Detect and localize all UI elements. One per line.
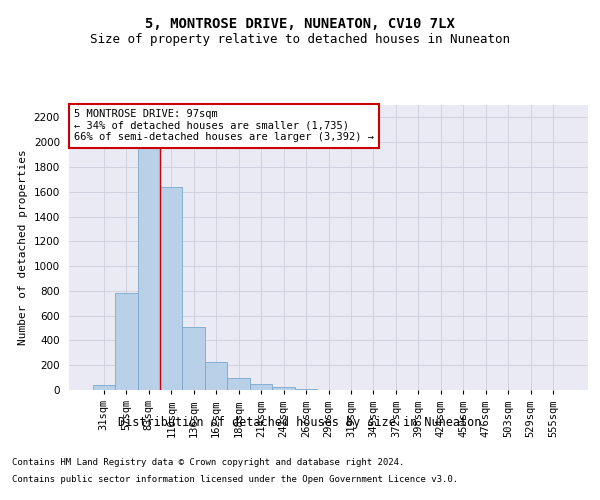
Bar — [182, 327, 205, 390]
Bar — [272, 387, 295, 390]
Bar — [205, 362, 227, 390]
Text: Distribution of detached houses by size in Nuneaton: Distribution of detached houses by size … — [118, 416, 482, 429]
Bar — [115, 294, 137, 390]
Text: Contains HM Land Registry data © Crown copyright and database right 2024.: Contains HM Land Registry data © Crown c… — [12, 458, 404, 467]
Text: Contains public sector information licensed under the Open Government Licence v3: Contains public sector information licen… — [12, 476, 458, 484]
Bar — [250, 384, 272, 390]
Bar — [137, 136, 160, 390]
Bar — [295, 389, 317, 390]
Text: 5 MONTROSE DRIVE: 97sqm
← 34% of detached houses are smaller (1,735)
66% of semi: 5 MONTROSE DRIVE: 97sqm ← 34% of detache… — [74, 110, 374, 142]
Bar — [92, 385, 115, 390]
Text: Size of property relative to detached houses in Nuneaton: Size of property relative to detached ho… — [90, 32, 510, 46]
Text: 5, MONTROSE DRIVE, NUNEATON, CV10 7LX: 5, MONTROSE DRIVE, NUNEATON, CV10 7LX — [145, 18, 455, 32]
Bar — [160, 187, 182, 390]
Bar — [227, 378, 250, 390]
Y-axis label: Number of detached properties: Number of detached properties — [18, 150, 28, 346]
